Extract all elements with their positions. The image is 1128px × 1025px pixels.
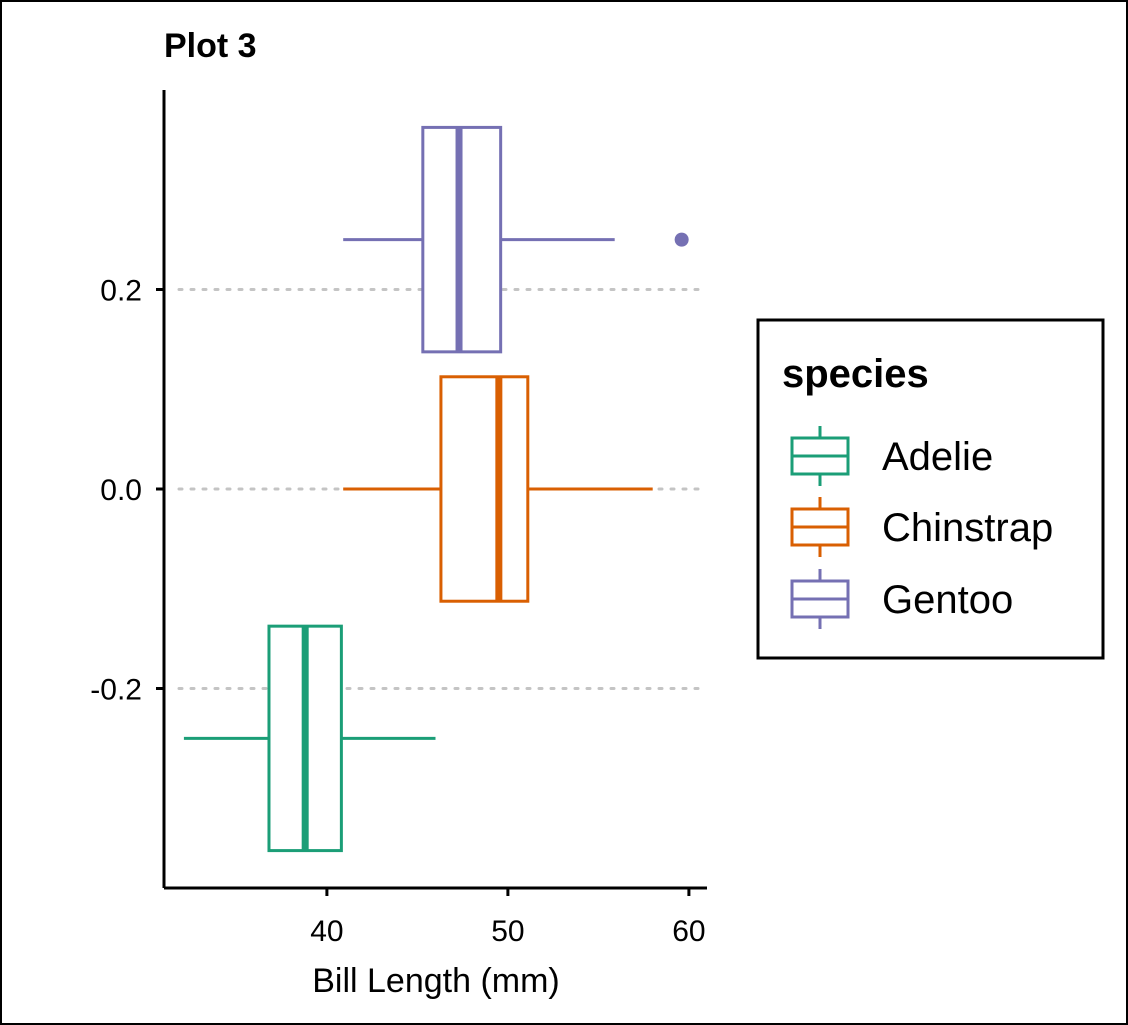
legend-label-chinstrap: Chinstrap xyxy=(882,506,1053,550)
box-chinstrap xyxy=(343,375,653,603)
box-adelie xyxy=(183,624,436,853)
box-gentoo xyxy=(343,125,689,354)
legend-item-gentoo: Gentoo xyxy=(790,569,1013,629)
legend-label-gentoo: Gentoo xyxy=(882,578,1013,622)
chart-title: Plot 3 xyxy=(164,27,257,65)
y-tick-label-1: 0.0 xyxy=(100,474,142,507)
legend: species Adelie Chinstrap Gentoo xyxy=(756,318,1105,660)
legend-title: species xyxy=(782,352,929,396)
legend-items: Adelie Chinstrap Gentoo xyxy=(790,426,1053,629)
y-tick-label-2: -0.2 xyxy=(90,674,142,707)
y-tick-label-0: 0.2 xyxy=(100,275,142,308)
chinstrap-box-iqr xyxy=(439,375,530,603)
x-tick-label-2: 60 xyxy=(672,915,705,948)
x-tick-label-0: 40 xyxy=(310,915,343,948)
x-tick-label-1: 50 xyxy=(491,915,524,948)
gentoo-outlier-0 xyxy=(674,232,689,247)
legend-label-adelie: Adelie xyxy=(882,435,993,479)
legend-item-adelie: Adelie xyxy=(790,426,993,486)
x-axis-title: Bill Length (mm) xyxy=(312,962,560,1000)
x-axis-ticks: 40 50 60 xyxy=(310,888,706,948)
legend-item-chinstrap: Chinstrap xyxy=(790,497,1053,557)
box-series xyxy=(183,125,689,853)
y-axis-ticks: 0.2 0.0 -0.2 xyxy=(90,275,164,707)
